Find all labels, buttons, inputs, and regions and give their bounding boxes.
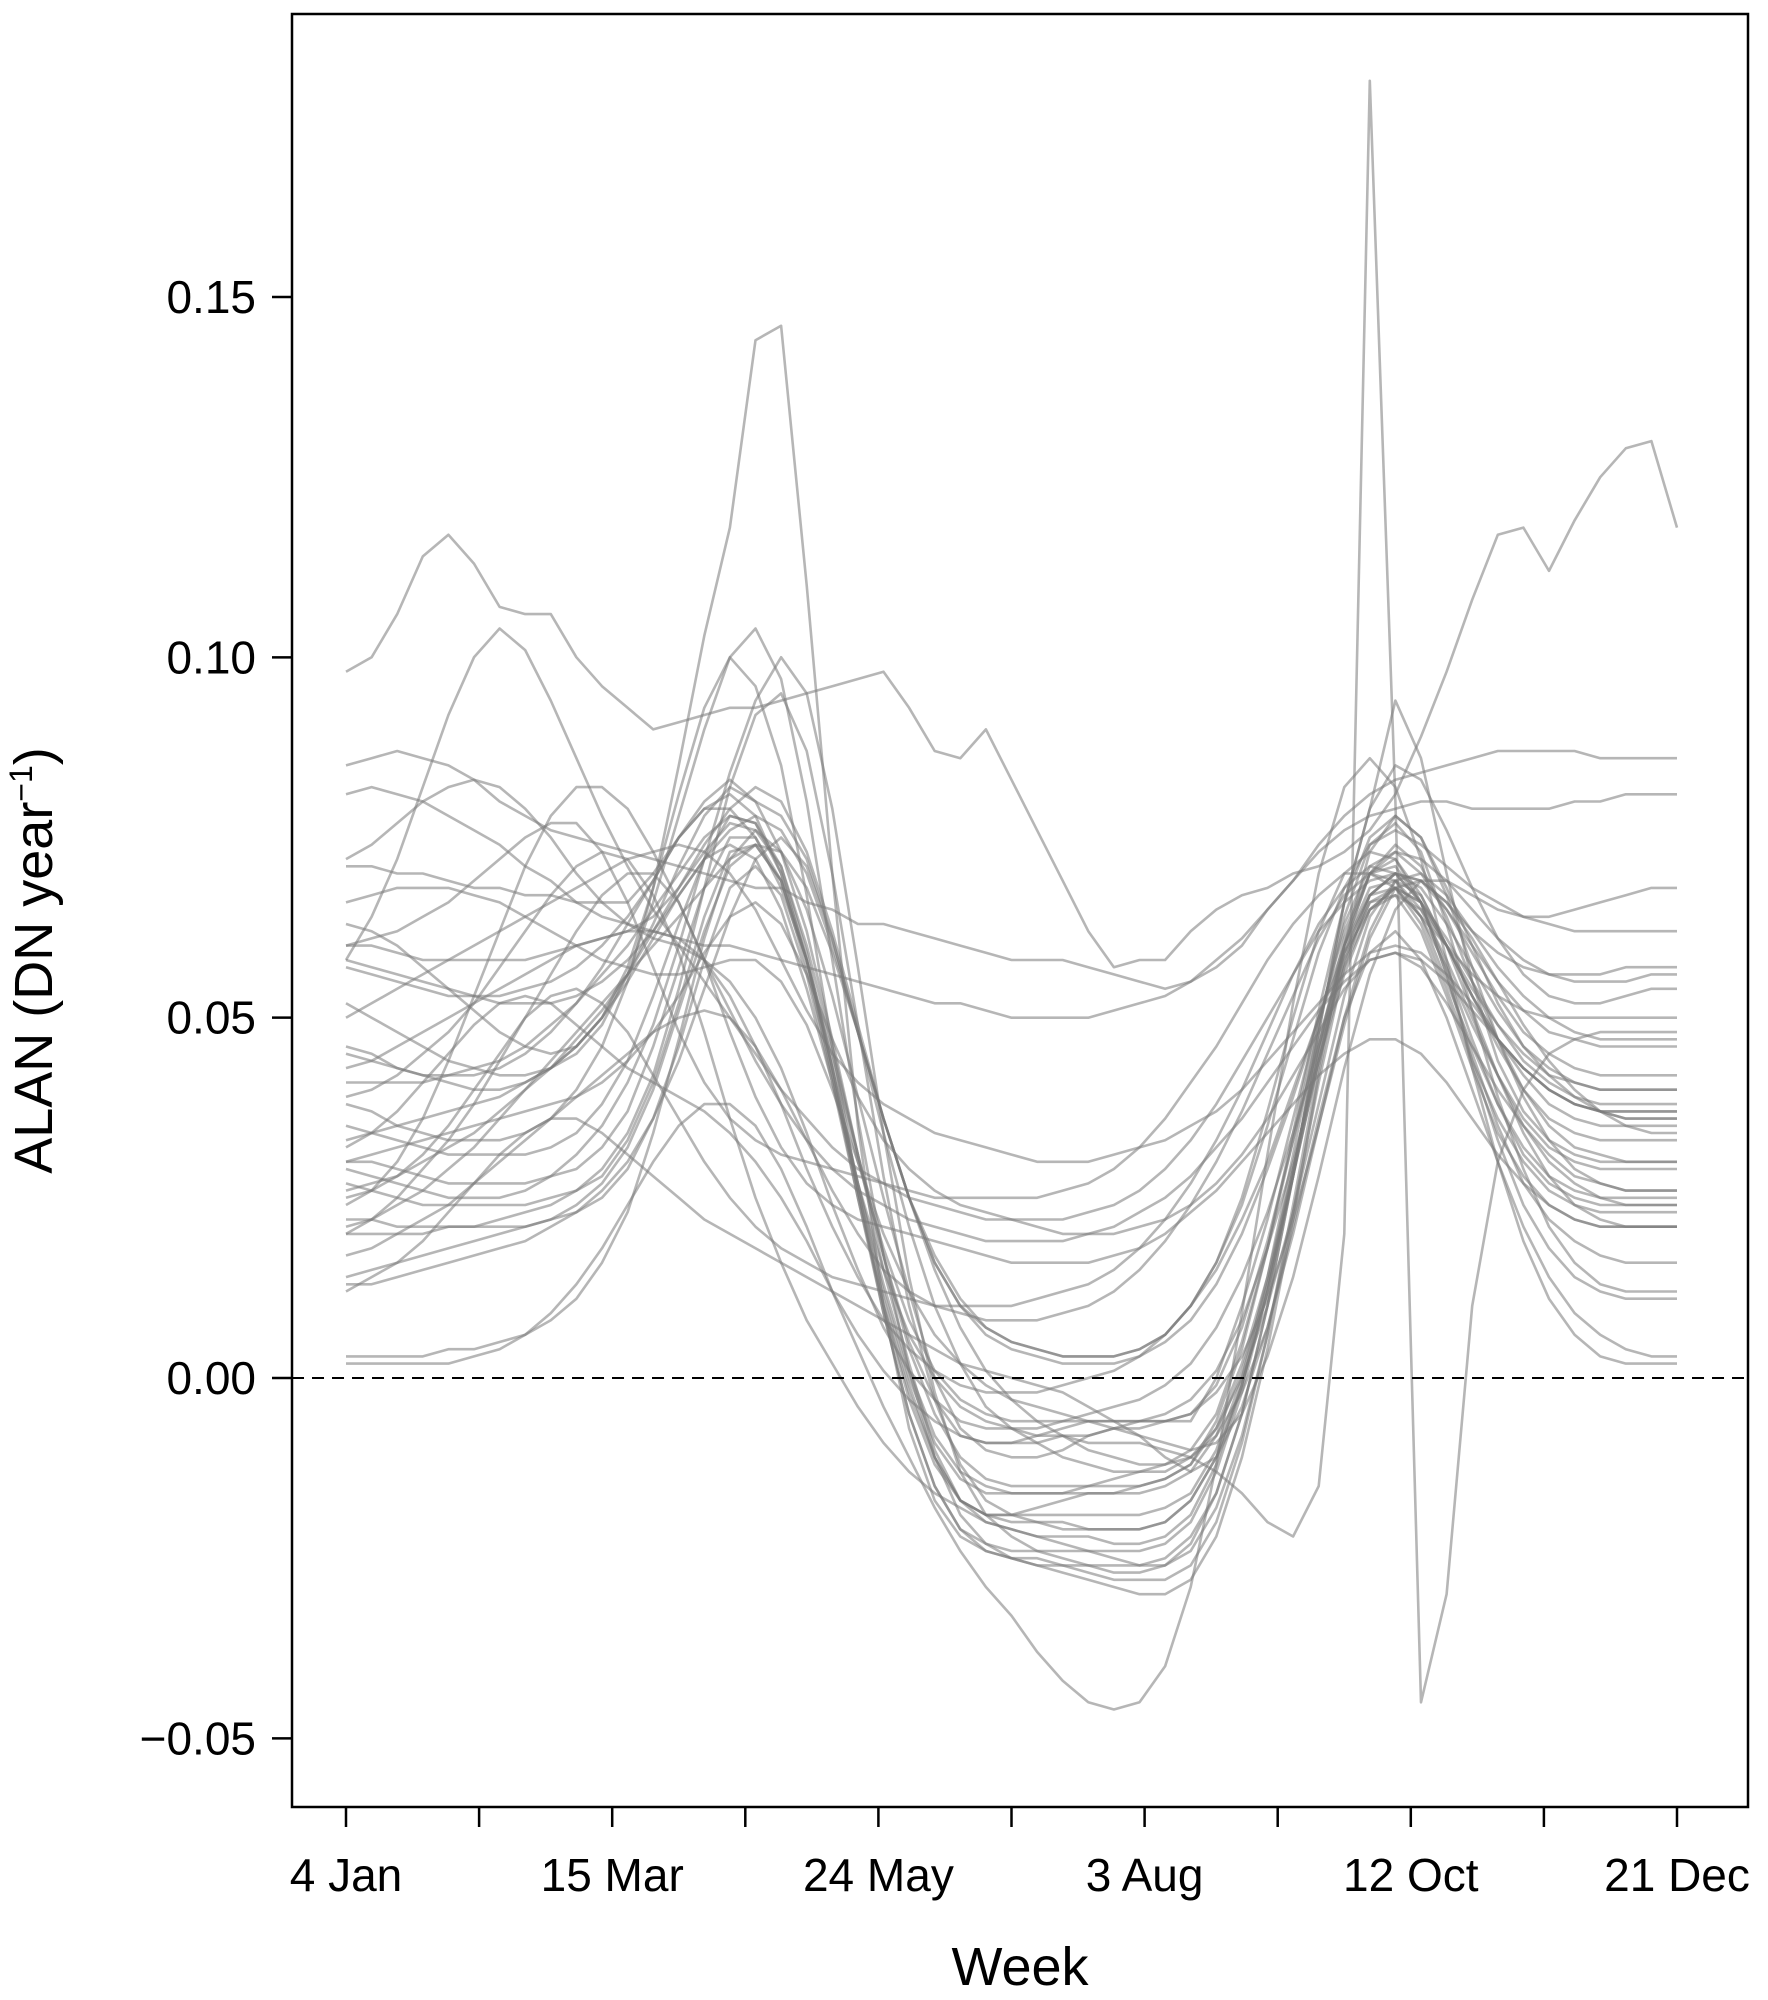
- series-line-21: [345, 872, 1677, 1264]
- series-line-40: [345, 879, 1677, 1452]
- series-line-25: [346, 756, 1677, 1711]
- series-line-31: [345, 872, 1677, 1322]
- series-line-29: [345, 879, 1677, 1445]
- x-tick-label: 21 Dec: [1604, 1849, 1750, 1901]
- y-axis-title: ALAN (DN year−1): [3, 747, 64, 1174]
- series-line-24: [345, 929, 1677, 1473]
- x-tick-label: 24 May: [803, 1849, 954, 1901]
- series-line-16: [345, 627, 1677, 1596]
- y-axis-title-main: ALAN (DN year: [4, 802, 64, 1174]
- series-line-6: [345, 807, 1677, 1488]
- y-axis: −0.05 0.00 0.05 0.10 0.15: [140, 271, 292, 1764]
- series-line-10: [346, 836, 1677, 1546]
- series-line-18: [346, 692, 1677, 1531]
- series-line-3: [345, 785, 1677, 1020]
- series-line-22: [345, 785, 1677, 1243]
- series-line-5: [346, 821, 1677, 1459]
- x-axis: 4 Jan 15 Mar 24 May 3 Aug 12 Oct 21 Dec: [290, 1807, 1750, 1901]
- y-tick-label: −0.05: [140, 1712, 256, 1764]
- x-tick-label: 4 Jan: [290, 1849, 403, 1901]
- series-line-1: [345, 439, 1679, 969]
- series-line-38: [345, 814, 1677, 1365]
- series-line-15: [345, 655, 1677, 1582]
- x-tick-label: 3 Aug: [1086, 1849, 1204, 1901]
- y-tick-label: 0.15: [166, 271, 256, 323]
- series-lines: [344, 79, 1679, 1711]
- series-line-11: [345, 843, 1677, 1495]
- series-line-23: [344, 627, 1677, 1221]
- series-line-34: [345, 655, 1677, 1567]
- y-tick-label: 0.10: [166, 631, 256, 683]
- y-tick-label: 0.00: [166, 1352, 256, 1404]
- y-axis-title-superscript: −1: [3, 765, 39, 801]
- x-tick-label: 12 Oct: [1343, 1849, 1479, 1901]
- series-line-20: [345, 843, 1677, 1164]
- y-axis-title-close: ): [4, 747, 64, 765]
- series-line-2: [345, 749, 1677, 991]
- y-tick-label: 0.05: [166, 992, 256, 1044]
- x-tick-label: 15 Mar: [541, 1849, 684, 1901]
- x-axis-title: Week: [951, 1937, 1089, 1997]
- plot-frame: [290, 12, 1750, 1809]
- series-line-26: [345, 850, 1677, 1567]
- series-line-36: [345, 785, 1677, 1358]
- series-line-39: [346, 836, 1677, 1473]
